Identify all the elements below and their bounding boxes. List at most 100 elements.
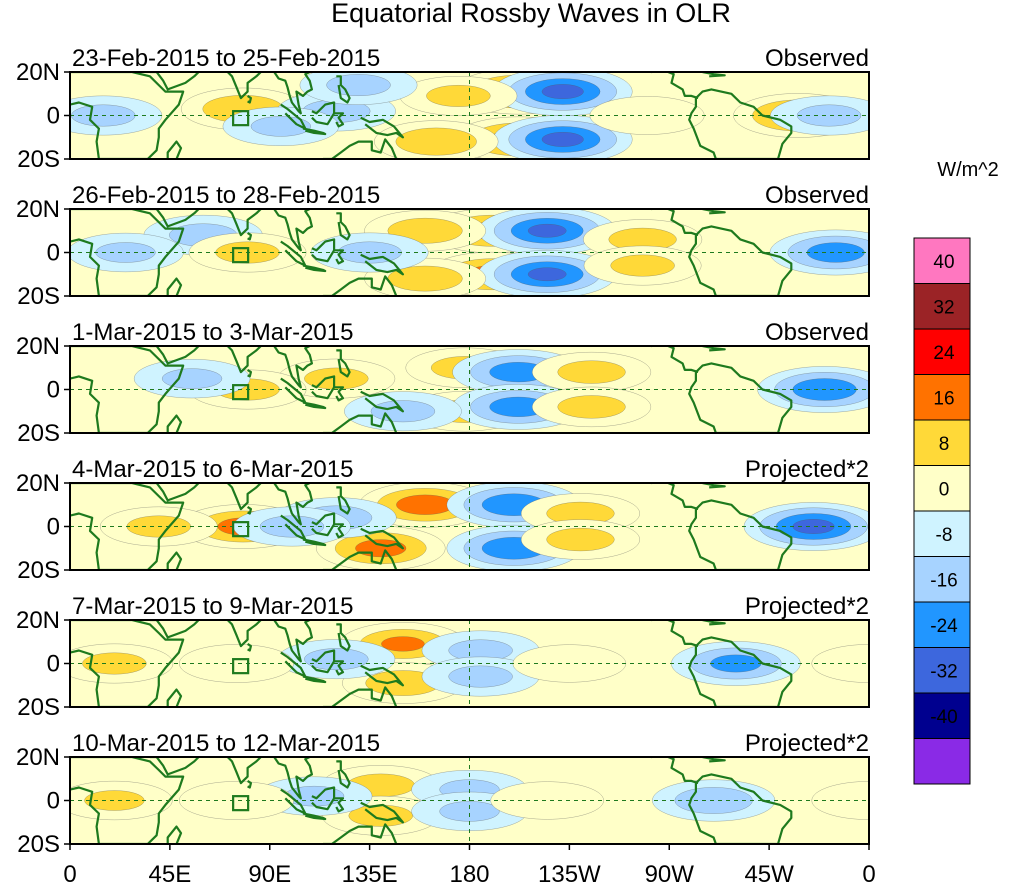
y-tick-label: 20S <box>17 694 60 721</box>
coastline-sumatra <box>280 514 307 541</box>
y-tick-label: 0 <box>47 514 60 541</box>
anomaly-cell <box>532 351 652 393</box>
panel-6: 20N 0 20S 10-Mar-2015 to 12-Mar-2015 Project… <box>16 730 870 858</box>
coastline-madagascar <box>166 414 183 433</box>
colorbar-label: 40 <box>933 252 954 273</box>
anomaly-cell <box>492 115 633 159</box>
coastline-caribbean <box>702 346 726 352</box>
coastline-madagascar <box>166 825 183 844</box>
coastline-seasia <box>273 620 313 663</box>
anomaly-cell <box>421 656 540 697</box>
x-tick-label: 45E <box>149 861 192 888</box>
colorbar-label: -40 <box>930 707 957 728</box>
colorbar-swatch <box>913 738 971 785</box>
coastline-madagascar <box>166 140 183 159</box>
contour-level <box>541 84 584 100</box>
contour-level <box>396 494 455 515</box>
coastline-southam <box>688 636 793 707</box>
colorbar-label: 32 <box>933 297 954 318</box>
coastline-arabia <box>149 346 200 365</box>
colorbar-label: -24 <box>930 616 958 637</box>
coastline-seasia <box>273 346 313 389</box>
anomaly-cell <box>299 72 418 105</box>
coastline-arabia <box>149 209 200 228</box>
coastline-seasia <box>273 483 313 526</box>
coastline-madagascar <box>166 688 183 707</box>
colorbar-swatch <box>913 692 971 739</box>
panel-1: 20N 0 20S 23-Feb-2015 to 25-Feb-2015 Observe… <box>16 45 870 173</box>
coastline-africa <box>70 483 185 570</box>
x-tick-label: 0 <box>862 861 875 888</box>
coastline-sulawesi <box>334 523 345 539</box>
coastline-africa <box>70 620 185 707</box>
coastline-newguinea <box>360 664 404 687</box>
coastline-australia <box>323 275 398 296</box>
coastline-caribbean <box>702 209 726 215</box>
coastline-borneo <box>311 101 336 126</box>
target-region-box <box>232 658 250 675</box>
colorbar-label: -8 <box>936 525 953 546</box>
y-tick-label: 20N <box>16 744 60 771</box>
anomaly-cell <box>490 781 604 820</box>
contour-level <box>527 223 567 238</box>
colorbar-label: 16 <box>933 388 954 409</box>
x-tick-label: 135E <box>342 861 398 888</box>
coastlines <box>70 620 793 707</box>
coastline-india <box>218 72 263 100</box>
coastline-srilanka <box>246 368 252 378</box>
coastline-centralam <box>647 346 699 374</box>
colorbar-swatch <box>913 601 971 648</box>
contour-level <box>304 648 369 671</box>
coastline-newguinea <box>360 390 404 413</box>
y-tick-label: 20S <box>17 146 60 173</box>
coastline-southam <box>688 225 793 296</box>
colorbar-label: -32 <box>930 661 957 682</box>
target-region-box <box>232 110 250 127</box>
anomaly-cell <box>769 229 869 276</box>
target-region-box <box>232 521 250 538</box>
coastline-luzon <box>336 760 351 789</box>
coastline-southam <box>688 773 793 844</box>
coastline-java <box>302 127 327 136</box>
coastline-sumatra <box>280 377 307 404</box>
coastline-australia <box>323 138 398 159</box>
panel-date-range: 7-Mar-2015 to 9-Mar-2015 <box>72 593 353 620</box>
contour-level <box>527 267 567 282</box>
panel-3: 20N 0 20S 1-Mar-2015 to 3-Mar-2015 Observed <box>16 319 870 447</box>
anomaly-cell <box>222 106 340 146</box>
coastline-africa <box>70 757 185 844</box>
anomaly-field <box>70 620 869 707</box>
anomaly-field <box>70 346 869 433</box>
anomaly-cell <box>233 506 351 547</box>
y-tick-label: 20S <box>17 420 60 447</box>
x-axis: 0 45E 90E 135E 180 135W 90W 45W 0 <box>63 844 876 888</box>
contour-level <box>557 395 626 419</box>
target-region-box <box>232 795 250 812</box>
anomaly-cell <box>277 639 396 680</box>
coastlines <box>70 346 793 433</box>
coastline-srilanka <box>246 642 252 652</box>
coastlines <box>70 72 793 159</box>
anomaly-cell <box>583 245 702 286</box>
target-region-box <box>232 384 250 401</box>
coastline-srilanka <box>246 94 252 104</box>
colorbar: W/m^2 40 32 24 16 8 0 -8 -16 -24 -32 -40 <box>913 159 999 785</box>
x-tick-label: 90E <box>248 861 291 888</box>
coastline-southam <box>688 362 793 433</box>
coastline-srilanka <box>246 505 252 515</box>
coastline-newguinea <box>360 253 404 276</box>
coastline-luzon <box>336 623 351 652</box>
coastline-sulawesi <box>334 386 345 402</box>
coastline-luzon <box>336 349 351 378</box>
contour-level <box>395 127 477 156</box>
colorbar-swatch <box>913 328 971 375</box>
contour-level <box>557 360 626 384</box>
y-tick-label: 0 <box>47 377 60 404</box>
y-tick-label: 20S <box>17 557 60 584</box>
coastline-india <box>218 483 263 511</box>
x-tick-label: 180 <box>449 861 489 888</box>
coastline-sumatra <box>280 651 307 678</box>
anomaly-cell <box>133 359 251 399</box>
coastline-australia <box>323 686 398 707</box>
coastline-newguinea <box>360 116 404 139</box>
